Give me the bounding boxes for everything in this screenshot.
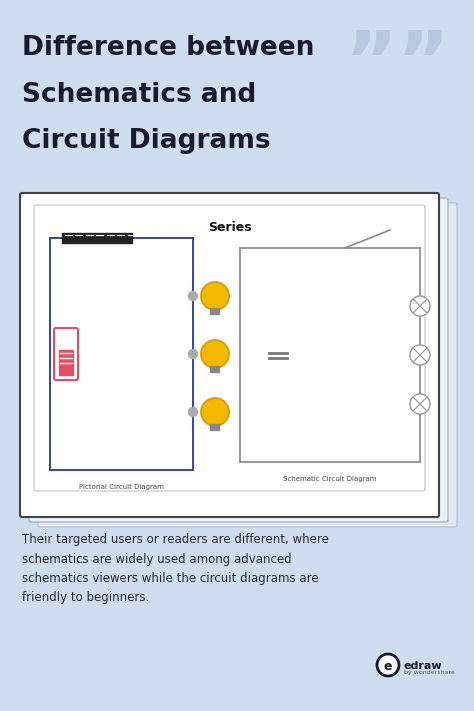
Text: Difference between: Difference between (22, 35, 314, 61)
Bar (62, 233, 132, 243)
Text: Series: Series (208, 221, 251, 234)
Bar (210, 424, 219, 430)
FancyBboxPatch shape (34, 205, 425, 491)
Bar (210, 308, 219, 314)
Text: Schematic Circuit Diagram: Schematic Circuit Diagram (283, 476, 377, 482)
Text: ””: ”” (345, 28, 451, 106)
FancyBboxPatch shape (20, 193, 439, 517)
FancyBboxPatch shape (38, 203, 457, 527)
Circle shape (377, 654, 399, 676)
Text: Pictorial Circuit Diagram: Pictorial Circuit Diagram (79, 484, 164, 490)
Circle shape (201, 398, 229, 426)
Text: Schematics and: Schematics and (22, 82, 256, 108)
Text: Circuit Diagrams: Circuit Diagrams (22, 128, 271, 154)
Bar (210, 366, 219, 372)
Bar (59, 350, 73, 375)
Text: edraw: edraw (404, 661, 443, 671)
Circle shape (410, 394, 430, 414)
FancyBboxPatch shape (29, 198, 448, 522)
Circle shape (410, 345, 430, 365)
Circle shape (201, 282, 229, 310)
Circle shape (189, 407, 198, 417)
Text: e: e (384, 660, 392, 673)
Text: by wondershare: by wondershare (404, 670, 455, 675)
Circle shape (201, 340, 229, 368)
Circle shape (189, 292, 198, 301)
Text: Their targeted users or readers are different, where
schematics are widely used : Their targeted users or readers are diff… (22, 533, 329, 604)
Circle shape (189, 350, 198, 358)
Circle shape (410, 296, 430, 316)
FancyBboxPatch shape (54, 328, 78, 380)
